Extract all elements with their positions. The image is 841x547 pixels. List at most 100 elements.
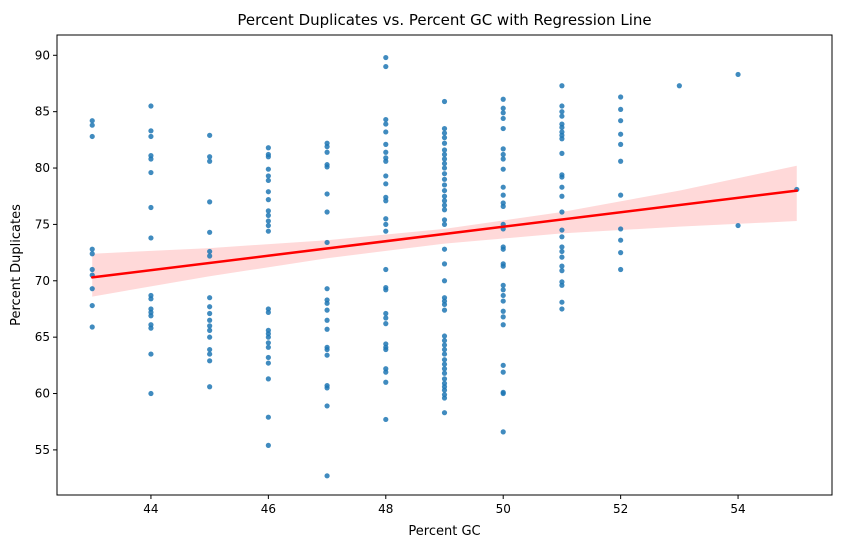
data-point xyxy=(265,218,271,224)
data-point xyxy=(383,287,389,293)
data-point xyxy=(441,387,448,393)
data-point xyxy=(500,151,506,158)
data-point xyxy=(441,171,448,177)
data-point xyxy=(618,94,624,100)
data-point xyxy=(618,141,624,147)
y-tick-label: 90 xyxy=(35,48,50,62)
data-point xyxy=(207,334,213,340)
data-point xyxy=(383,266,389,273)
y-tick-label: 65 xyxy=(35,330,50,344)
data-point xyxy=(559,184,565,190)
data-point xyxy=(500,314,506,320)
data-point xyxy=(324,326,330,332)
data-point xyxy=(265,177,271,184)
data-point xyxy=(148,390,154,397)
data-point xyxy=(324,144,330,150)
data-point xyxy=(89,324,95,330)
data-point xyxy=(559,150,565,156)
data-point xyxy=(324,346,330,353)
data-point xyxy=(89,246,95,252)
data-point xyxy=(89,251,95,257)
y-tick-label: 55 xyxy=(35,443,50,457)
data-point xyxy=(500,166,506,172)
data-point xyxy=(500,287,506,293)
data-point xyxy=(441,346,448,353)
data-point xyxy=(441,370,448,376)
data-point xyxy=(383,321,389,327)
data-point xyxy=(559,306,565,312)
data-point xyxy=(207,358,213,364)
x-axis-label: Percent GC xyxy=(408,524,480,539)
data-point xyxy=(148,103,154,109)
data-point xyxy=(618,237,624,243)
data-point xyxy=(324,286,330,292)
data-point xyxy=(265,208,271,214)
data-point xyxy=(324,352,330,358)
data-point xyxy=(383,158,389,164)
data-point xyxy=(500,282,506,288)
data-point xyxy=(441,160,448,167)
data-point xyxy=(148,296,154,302)
data-point xyxy=(559,109,565,115)
data-point xyxy=(500,308,506,314)
data-point xyxy=(500,246,506,252)
data-point xyxy=(265,197,271,203)
data-point xyxy=(441,140,448,146)
data-point xyxy=(207,327,213,333)
data-point xyxy=(500,105,506,111)
data-point xyxy=(441,187,448,194)
data-point xyxy=(89,302,95,309)
data-point xyxy=(148,325,154,331)
data-point xyxy=(207,132,213,138)
x-tick-label: 52 xyxy=(613,502,628,516)
data-point xyxy=(618,192,624,198)
y-tick-label: 85 xyxy=(35,105,50,119)
data-point xyxy=(441,395,448,401)
data-point xyxy=(500,125,506,132)
data-point xyxy=(265,212,271,218)
data-point xyxy=(618,158,624,164)
data-point xyxy=(148,351,154,357)
data-point xyxy=(559,124,565,131)
data-point xyxy=(148,128,154,134)
data-point xyxy=(441,182,448,188)
x-tick-label: 46 xyxy=(261,502,276,516)
data-point xyxy=(207,154,213,160)
data-point xyxy=(89,286,95,292)
data-point xyxy=(559,299,565,305)
data-point xyxy=(265,354,271,361)
data-point xyxy=(618,226,624,232)
data-point xyxy=(559,248,565,255)
data-point xyxy=(441,261,448,267)
data-point xyxy=(441,246,448,252)
regression-line-layer xyxy=(90,189,799,279)
data-point xyxy=(559,263,565,269)
data-point xyxy=(441,217,448,223)
data-point xyxy=(265,154,271,160)
data-point xyxy=(441,198,448,204)
data-point xyxy=(383,369,389,375)
data-point xyxy=(441,130,448,136)
data-point xyxy=(383,346,389,353)
data-point xyxy=(207,384,213,390)
data-point xyxy=(441,410,448,416)
data-point xyxy=(559,254,565,260)
data-point xyxy=(383,198,389,204)
data-point xyxy=(441,357,448,363)
data-point xyxy=(148,169,154,176)
data-point xyxy=(207,295,213,301)
data-point xyxy=(500,390,506,397)
data-point xyxy=(441,176,448,182)
data-point xyxy=(383,129,389,135)
y-tick-label: 75 xyxy=(35,217,50,231)
data-point xyxy=(265,442,271,448)
data-point xyxy=(676,83,682,89)
data-point xyxy=(207,158,213,164)
data-point xyxy=(207,199,213,205)
regression-line xyxy=(90,189,799,279)
data-point xyxy=(383,116,389,123)
y-tick-label: 70 xyxy=(35,274,50,288)
data-point xyxy=(207,248,213,255)
data-point xyxy=(559,136,565,142)
